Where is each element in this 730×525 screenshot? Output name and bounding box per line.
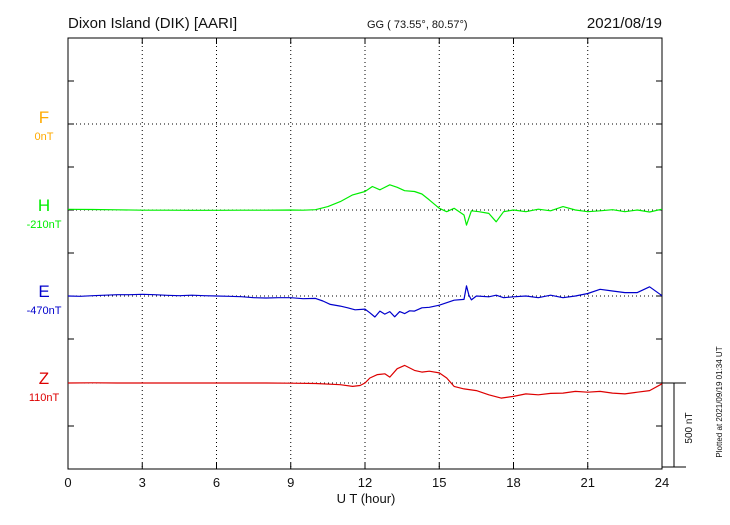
series-line-E — [67, 285, 663, 318]
series-line-H — [67, 184, 663, 226]
station-title: Dixon Island (DIK) [AARI] — [68, 15, 237, 32]
x-tick-label-3: 3 — [139, 475, 146, 490]
x-tick-label-6: 6 — [213, 475, 220, 490]
component-letter-F: F — [39, 108, 49, 127]
plotted-at-note: Plotted at 2021/09/19 01:34 UT — [715, 346, 724, 457]
component-baseline-E: -470nT — [27, 305, 62, 317]
grid-lines — [68, 38, 662, 469]
scale-bar-label: 500 nT — [684, 412, 695, 443]
x-tick-label-15: 15 — [432, 475, 446, 490]
scale-bar — [662, 382, 686, 468]
component-letter-E: E — [38, 282, 49, 301]
component-baseline-Z: 110nT — [29, 392, 60, 404]
component-baseline-F: 0nT — [35, 131, 54, 143]
x-tick-label-12: 12 — [358, 475, 372, 490]
x-tick-label-9: 9 — [287, 475, 294, 490]
component-baseline-H: -210nT — [27, 219, 62, 231]
x-tick-label-18: 18 — [506, 475, 520, 490]
x-axis-label: U T (hour) — [337, 491, 396, 506]
coordinates-label: GG ( 73.55°, 80.57°) — [367, 19, 468, 31]
component-letter-Z: Z — [39, 369, 49, 388]
component-labels: F 0nT H -210nT E -470nT Z 110nT — [27, 108, 62, 404]
x-axis-ticks: 0 3 6 9 12 15 18 21 24 — [64, 38, 669, 490]
x-tick-label-0: 0 — [64, 475, 71, 490]
component-letter-H: H — [38, 196, 50, 215]
x-tick-label-24: 24 — [655, 475, 669, 490]
series-line-Z — [67, 364, 663, 399]
date-label: 2021/08/19 — [587, 15, 662, 32]
x-tick-label-21: 21 — [581, 475, 595, 490]
series-lines — [67, 184, 663, 399]
